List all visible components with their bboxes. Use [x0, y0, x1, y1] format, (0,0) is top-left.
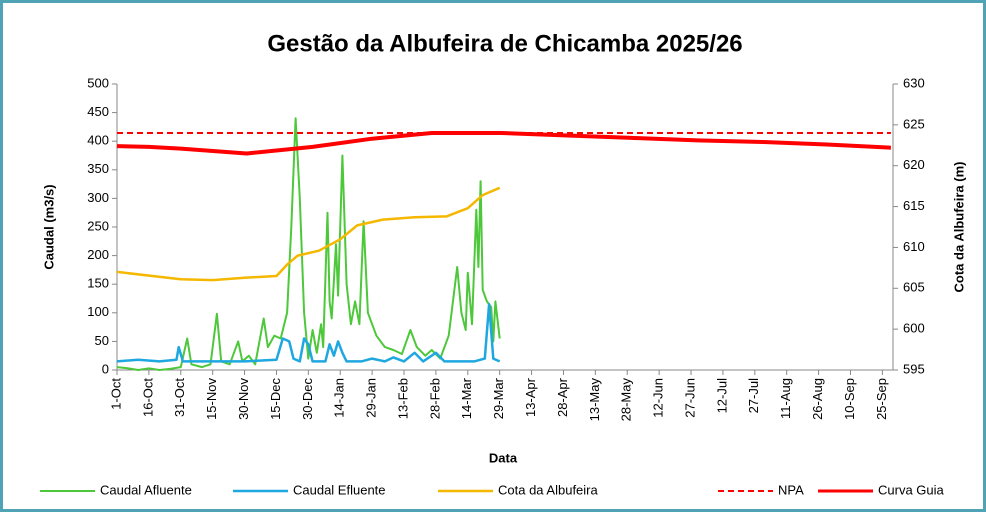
x-tick-label: 11-Aug [778, 378, 793, 419]
x-tick-label: 27-Jun [682, 378, 697, 418]
x-tick-label: 26-Aug [810, 378, 825, 420]
x-tick-label: 1-Oct [108, 378, 123, 410]
x-tick-label: 28-May [619, 378, 634, 422]
x-tick-label: 16-Oct [140, 378, 155, 417]
x-tick-label: 12-Jun [651, 378, 666, 418]
x-tick-label: 15-Dec [268, 378, 283, 420]
y-tick-label: 400 [87, 133, 109, 148]
series-line [116, 186, 501, 282]
x-tick-label: 27-Jul [746, 378, 761, 414]
series-line [116, 302, 501, 363]
y-tick-label: 500 [87, 75, 109, 90]
y2-axis-label: Cota da Albufeira (m) [951, 162, 966, 293]
y-axis-label: Caudal (m3/s) [41, 184, 56, 269]
y2-tick-label: 600 [903, 321, 925, 336]
y2-tick-label: 630 [903, 75, 925, 90]
y2-tick-label: 625 [903, 116, 925, 131]
y-tick-label: 100 [87, 304, 109, 319]
x-tick-label: 13-Feb [395, 378, 410, 419]
y-tick-label: 350 [87, 161, 109, 176]
legend-label: NPA [778, 482, 804, 497]
x-tick-label: 15-Nov [204, 378, 219, 420]
x-tick-label: 28-Apr [555, 377, 570, 417]
x-tick-label: 10-Sep [842, 378, 857, 420]
x-tick-label: 30-Nov [236, 378, 251, 420]
legend-label: Cota da Albufeira [498, 482, 599, 497]
x-tick-label: 31-Oct [172, 378, 187, 417]
chart-title: Gestão da Albufeira de Chicamba 2025/26 [267, 30, 742, 57]
x-tick-label: 12-Jul [714, 378, 729, 414]
y-tick-label: 250 [87, 218, 109, 233]
x-tick-label: 13-May [587, 378, 602, 422]
y-tick-label: 150 [87, 276, 109, 291]
x-tick-label: 14-Jan [332, 378, 347, 418]
y-tick-label: 50 [95, 333, 109, 348]
legend-label: Caudal Efluente [293, 482, 386, 497]
x-tick-label: 13-Apr [523, 377, 538, 417]
y2-tick-label: 595 [903, 361, 925, 376]
y-tick-label: 450 [87, 104, 109, 119]
legend-label: Curva Guia [878, 482, 945, 497]
y-tick-label: 300 [87, 190, 109, 205]
legend-label: Caudal Afluente [100, 482, 192, 497]
series-line [116, 131, 892, 156]
y2-tick-label: 605 [903, 280, 925, 295]
x-tick-label: 29-Jan [364, 378, 379, 418]
x-tick-label: 25-Sep [874, 378, 889, 420]
y2-tick-label: 620 [903, 157, 925, 172]
x-axis-label: Data [489, 450, 518, 465]
x-tick-label: 28-Feb [427, 378, 442, 419]
x-tick-label: 29-Mar [491, 377, 506, 419]
x-tick-label: 30-Dec [300, 378, 315, 420]
series-line [116, 117, 501, 371]
x-tick-label: 14-Mar [459, 377, 474, 419]
y-tick-label: 200 [87, 247, 109, 262]
y2-tick-label: 610 [903, 239, 925, 254]
y2-tick-label: 615 [903, 198, 925, 213]
y-tick-label: 0 [102, 361, 109, 376]
